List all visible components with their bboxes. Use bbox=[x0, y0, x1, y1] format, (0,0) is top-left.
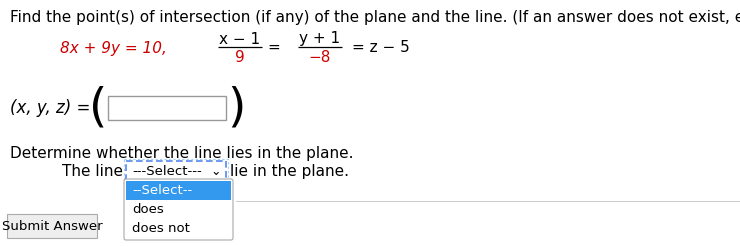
Text: does not: does not bbox=[132, 222, 190, 235]
Bar bbox=[126, 161, 226, 181]
Text: 9: 9 bbox=[235, 49, 245, 64]
Text: Determine whether the line lies in the plane.: Determine whether the line lies in the p… bbox=[10, 145, 354, 161]
Text: y + 1: y + 1 bbox=[300, 32, 340, 46]
Bar bbox=[126, 181, 231, 200]
Text: (: ( bbox=[89, 85, 107, 130]
Text: --Select--: --Select-- bbox=[132, 184, 192, 197]
Text: ---Select---: ---Select--- bbox=[132, 165, 202, 178]
Text: ⌄: ⌄ bbox=[211, 165, 221, 178]
Text: = z − 5: = z − 5 bbox=[352, 40, 410, 55]
Bar bbox=[108, 96, 226, 120]
Text: does: does bbox=[132, 203, 164, 216]
Text: x − 1: x − 1 bbox=[220, 32, 260, 46]
Text: (x, y, z) =: (x, y, z) = bbox=[10, 99, 90, 117]
Text: Submit Answer: Submit Answer bbox=[1, 220, 102, 232]
Bar bbox=[124, 159, 228, 183]
FancyBboxPatch shape bbox=[124, 179, 233, 240]
Text: Find the point(s) of intersection (if any) of the plane and the line. (If an ans: Find the point(s) of intersection (if an… bbox=[10, 10, 740, 25]
Text: lie in the plane.: lie in the plane. bbox=[230, 164, 349, 179]
Text: The line: The line bbox=[62, 164, 123, 179]
Text: −8: −8 bbox=[309, 49, 332, 64]
Text: ): ) bbox=[227, 85, 245, 130]
Text: 8x + 9y = 10,: 8x + 9y = 10, bbox=[60, 41, 167, 56]
FancyBboxPatch shape bbox=[7, 214, 97, 238]
Text: =: = bbox=[268, 40, 280, 55]
